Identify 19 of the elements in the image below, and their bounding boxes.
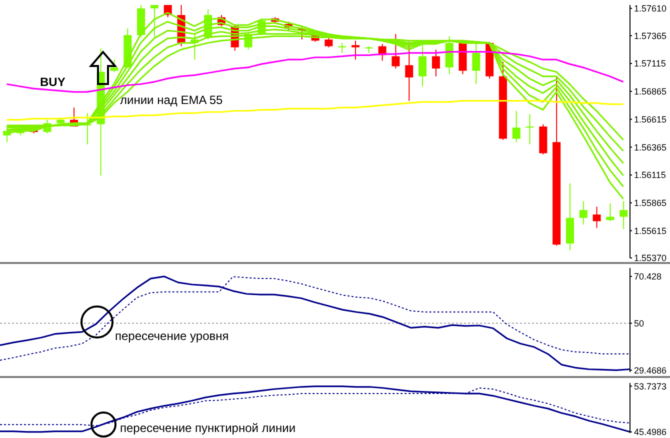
y-tick-label: 1.55370 xyxy=(634,253,667,264)
y-tick-label: 45.4986 xyxy=(634,427,667,438)
annotation: линии над EMA 55 xyxy=(120,92,223,108)
y-tick-label: 1.56115 xyxy=(634,170,666,180)
y-tick-label: 53.7373 xyxy=(634,381,667,392)
y-tick-label: 1.56365 xyxy=(634,142,667,152)
y-tick-label: 1.57115 xyxy=(634,58,666,69)
y-tick-label: 1.55615 xyxy=(634,226,667,236)
y-tick-label: 1.55865 xyxy=(634,198,667,208)
y-tick-label: 70.428 xyxy=(634,272,662,282)
annotation: пересечение пунктирной линии xyxy=(120,420,296,436)
y-tick-label: 1.56615 xyxy=(634,114,667,124)
y-tick-label: 1.56865 xyxy=(634,86,667,97)
y-tick-label: 1.57365 xyxy=(634,30,667,41)
y-tick-label: 29.4686 xyxy=(634,365,667,376)
annotation: BUY xyxy=(40,74,66,90)
y-tick-label: 1.57610 xyxy=(634,4,667,14)
annotation: пересечение уровня xyxy=(115,328,229,344)
y-tick-label: 50 xyxy=(634,318,644,328)
